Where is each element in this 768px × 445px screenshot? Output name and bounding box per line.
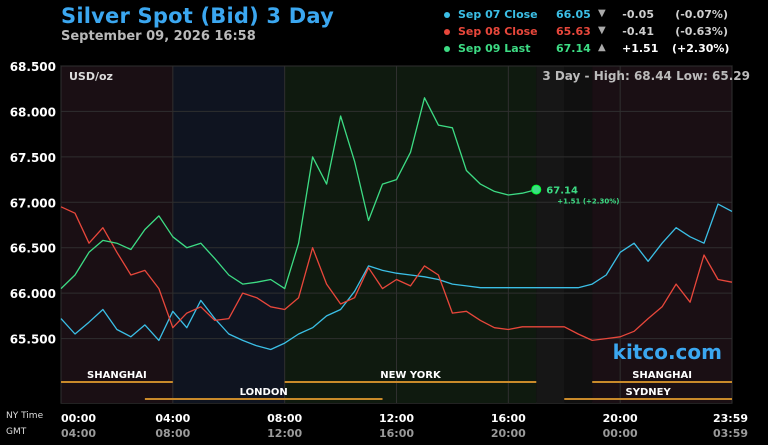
x-tick-label-gmt: 16:00	[379, 427, 414, 440]
x-tick-label-gmt: 20:00	[491, 427, 526, 440]
y-tick-label: 68.500	[10, 60, 56, 74]
range-summary: 3 Day - High: 68.44 Low: 65.29	[542, 69, 750, 83]
y-tick-label: 68.000	[10, 105, 56, 119]
x-tick-label-gmt: 12:00	[267, 427, 302, 440]
session-label: NEW YORK	[380, 370, 442, 381]
series-line-0	[60, 203, 733, 351]
ny-time-label: NY Time	[6, 411, 44, 421]
legend-percent: (+2.30%)	[672, 42, 730, 55]
series-line-2	[60, 97, 537, 290]
x-tick-label-ny: 20:00	[603, 412, 638, 425]
legend-change: -0.41	[622, 25, 654, 38]
legend-change: +1.51	[622, 42, 659, 55]
legend-change: -0.05	[622, 8, 654, 21]
x-tick-label-ny: 16:00	[491, 412, 526, 425]
x-tick-label-ny: 08:00	[267, 412, 302, 425]
legend-percent: (-0.63%)	[675, 25, 728, 38]
gmt-label: GMT	[6, 427, 27, 437]
session-label: SYDNEY	[626, 387, 672, 398]
legend-percent: (-0.07%)	[675, 8, 728, 21]
unit-label: USD/oz	[69, 70, 113, 83]
session-band	[284, 66, 537, 403]
down-arrow-icon: ▼	[598, 8, 606, 19]
session-band	[536, 66, 565, 403]
y-tick-label: 65.500	[10, 333, 56, 347]
session-band	[61, 66, 173, 403]
legend-value: 65.63	[556, 25, 591, 38]
last-price-marker	[531, 184, 542, 195]
y-tick-label: 67.500	[10, 151, 56, 165]
legend-name: Sep 09 Last	[458, 42, 531, 55]
price-legend: Sep 07 Close 66.05 ▼ -0.05 (-0.07%) Sep …	[444, 8, 764, 59]
chart-timestamp: September 09, 2026 16:58	[61, 29, 256, 44]
x-tick-label-ny: 00:00	[61, 412, 96, 425]
legend-value: 67.14	[556, 42, 591, 55]
legend-row-sep09: Sep 09 Last 67.14 ▲ +1.51 (+2.30%)	[444, 42, 764, 59]
legend-dot-sep08	[444, 29, 450, 35]
x-tick-label-ny: 23:59	[713, 412, 748, 425]
session-band	[592, 66, 732, 403]
series-line-1	[60, 206, 733, 342]
session-label: SHANGHAI	[632, 370, 692, 381]
legend-name: Sep 07 Close	[458, 8, 538, 21]
legend-name: Sep 08 Close	[458, 25, 538, 38]
x-tick-label-gmt: 08:00	[155, 427, 190, 440]
kitco-watermark: kitco.com	[613, 340, 722, 364]
y-tick-label: 66.000	[10, 287, 56, 301]
last-price-label: 67.14	[546, 186, 578, 197]
legend-dot-sep07	[444, 12, 450, 18]
session-label: LONDON	[240, 387, 288, 398]
chart-title: Silver Spot (Bid) 3 Day	[61, 4, 334, 28]
x-tick-label-gmt: 03:59	[713, 427, 748, 440]
x-tick-label-ny: 12:00	[379, 412, 414, 425]
x-tick-label-ny: 04:00	[155, 412, 190, 425]
y-tick-label: 66.500	[10, 242, 56, 256]
legend-row-sep07: Sep 07 Close 66.05 ▼ -0.05 (-0.07%)	[444, 8, 764, 25]
up-arrow-icon: ▲	[598, 42, 606, 53]
legend-value: 66.05	[556, 8, 591, 21]
last-price-change-label: +1.51 (+2.30%)	[557, 198, 619, 206]
session-band	[172, 66, 285, 403]
session-label: SHANGHAI	[87, 370, 147, 381]
legend-row-sep08: Sep 08 Close 65.63 ▼ -0.41 (-0.63%)	[444, 25, 764, 42]
down-arrow-icon: ▼	[598, 25, 606, 36]
x-tick-label-gmt: 00:00	[603, 427, 638, 440]
y-tick-label: 67.000	[10, 196, 56, 210]
session-band	[564, 66, 593, 403]
legend-dot-sep09	[444, 46, 450, 52]
x-tick-label-gmt: 04:00	[61, 427, 96, 440]
